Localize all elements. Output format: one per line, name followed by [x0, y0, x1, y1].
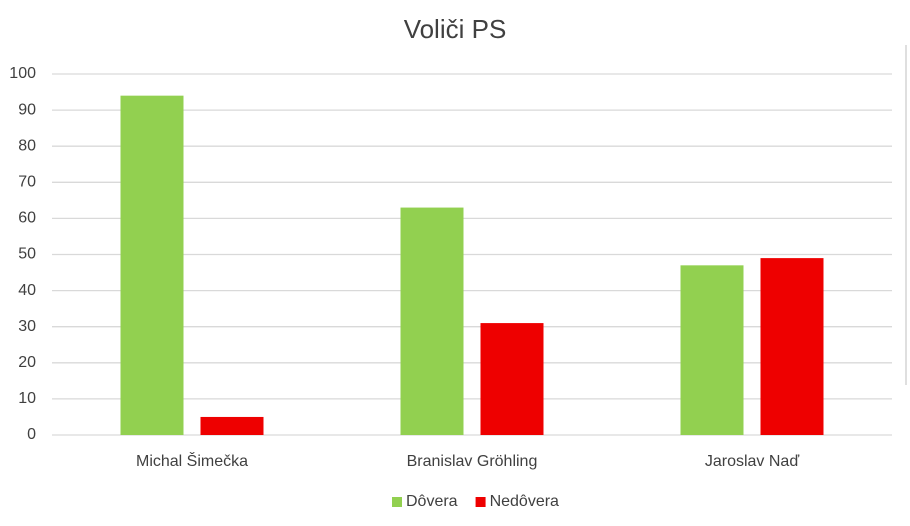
legend-swatch	[392, 497, 402, 507]
y-tick-label: 80	[18, 137, 36, 154]
y-tick-label: 30	[18, 318, 36, 335]
legend-label: Nedôvera	[490, 493, 559, 510]
y-tick-label: 90	[18, 101, 36, 118]
y-tick-label: 100	[9, 65, 36, 82]
y-tick-label: 40	[18, 282, 36, 299]
legend-label: Dôvera	[406, 493, 458, 510]
x-tick-label: Michal Šimečka	[136, 451, 248, 470]
y-tick-label: 60	[18, 210, 36, 227]
x-tick-label: Jaroslav Naď	[705, 453, 799, 470]
y-tick-label: 70	[18, 174, 36, 191]
y-tick-label: 0	[27, 426, 36, 443]
y-tick-label: 50	[18, 246, 36, 263]
y-tick-label: 20	[18, 354, 36, 371]
legend-swatch	[475, 497, 486, 507]
bar	[400, 207, 464, 435]
bar	[680, 265, 744, 435]
y-tick-label: 10	[18, 390, 36, 407]
x-tick-label: Branislav Gröhling	[407, 453, 538, 470]
chart-title: Voliči PS	[404, 14, 507, 44]
bar	[760, 258, 824, 435]
bar	[120, 95, 184, 435]
bar	[200, 416, 264, 435]
bar	[480, 323, 544, 435]
